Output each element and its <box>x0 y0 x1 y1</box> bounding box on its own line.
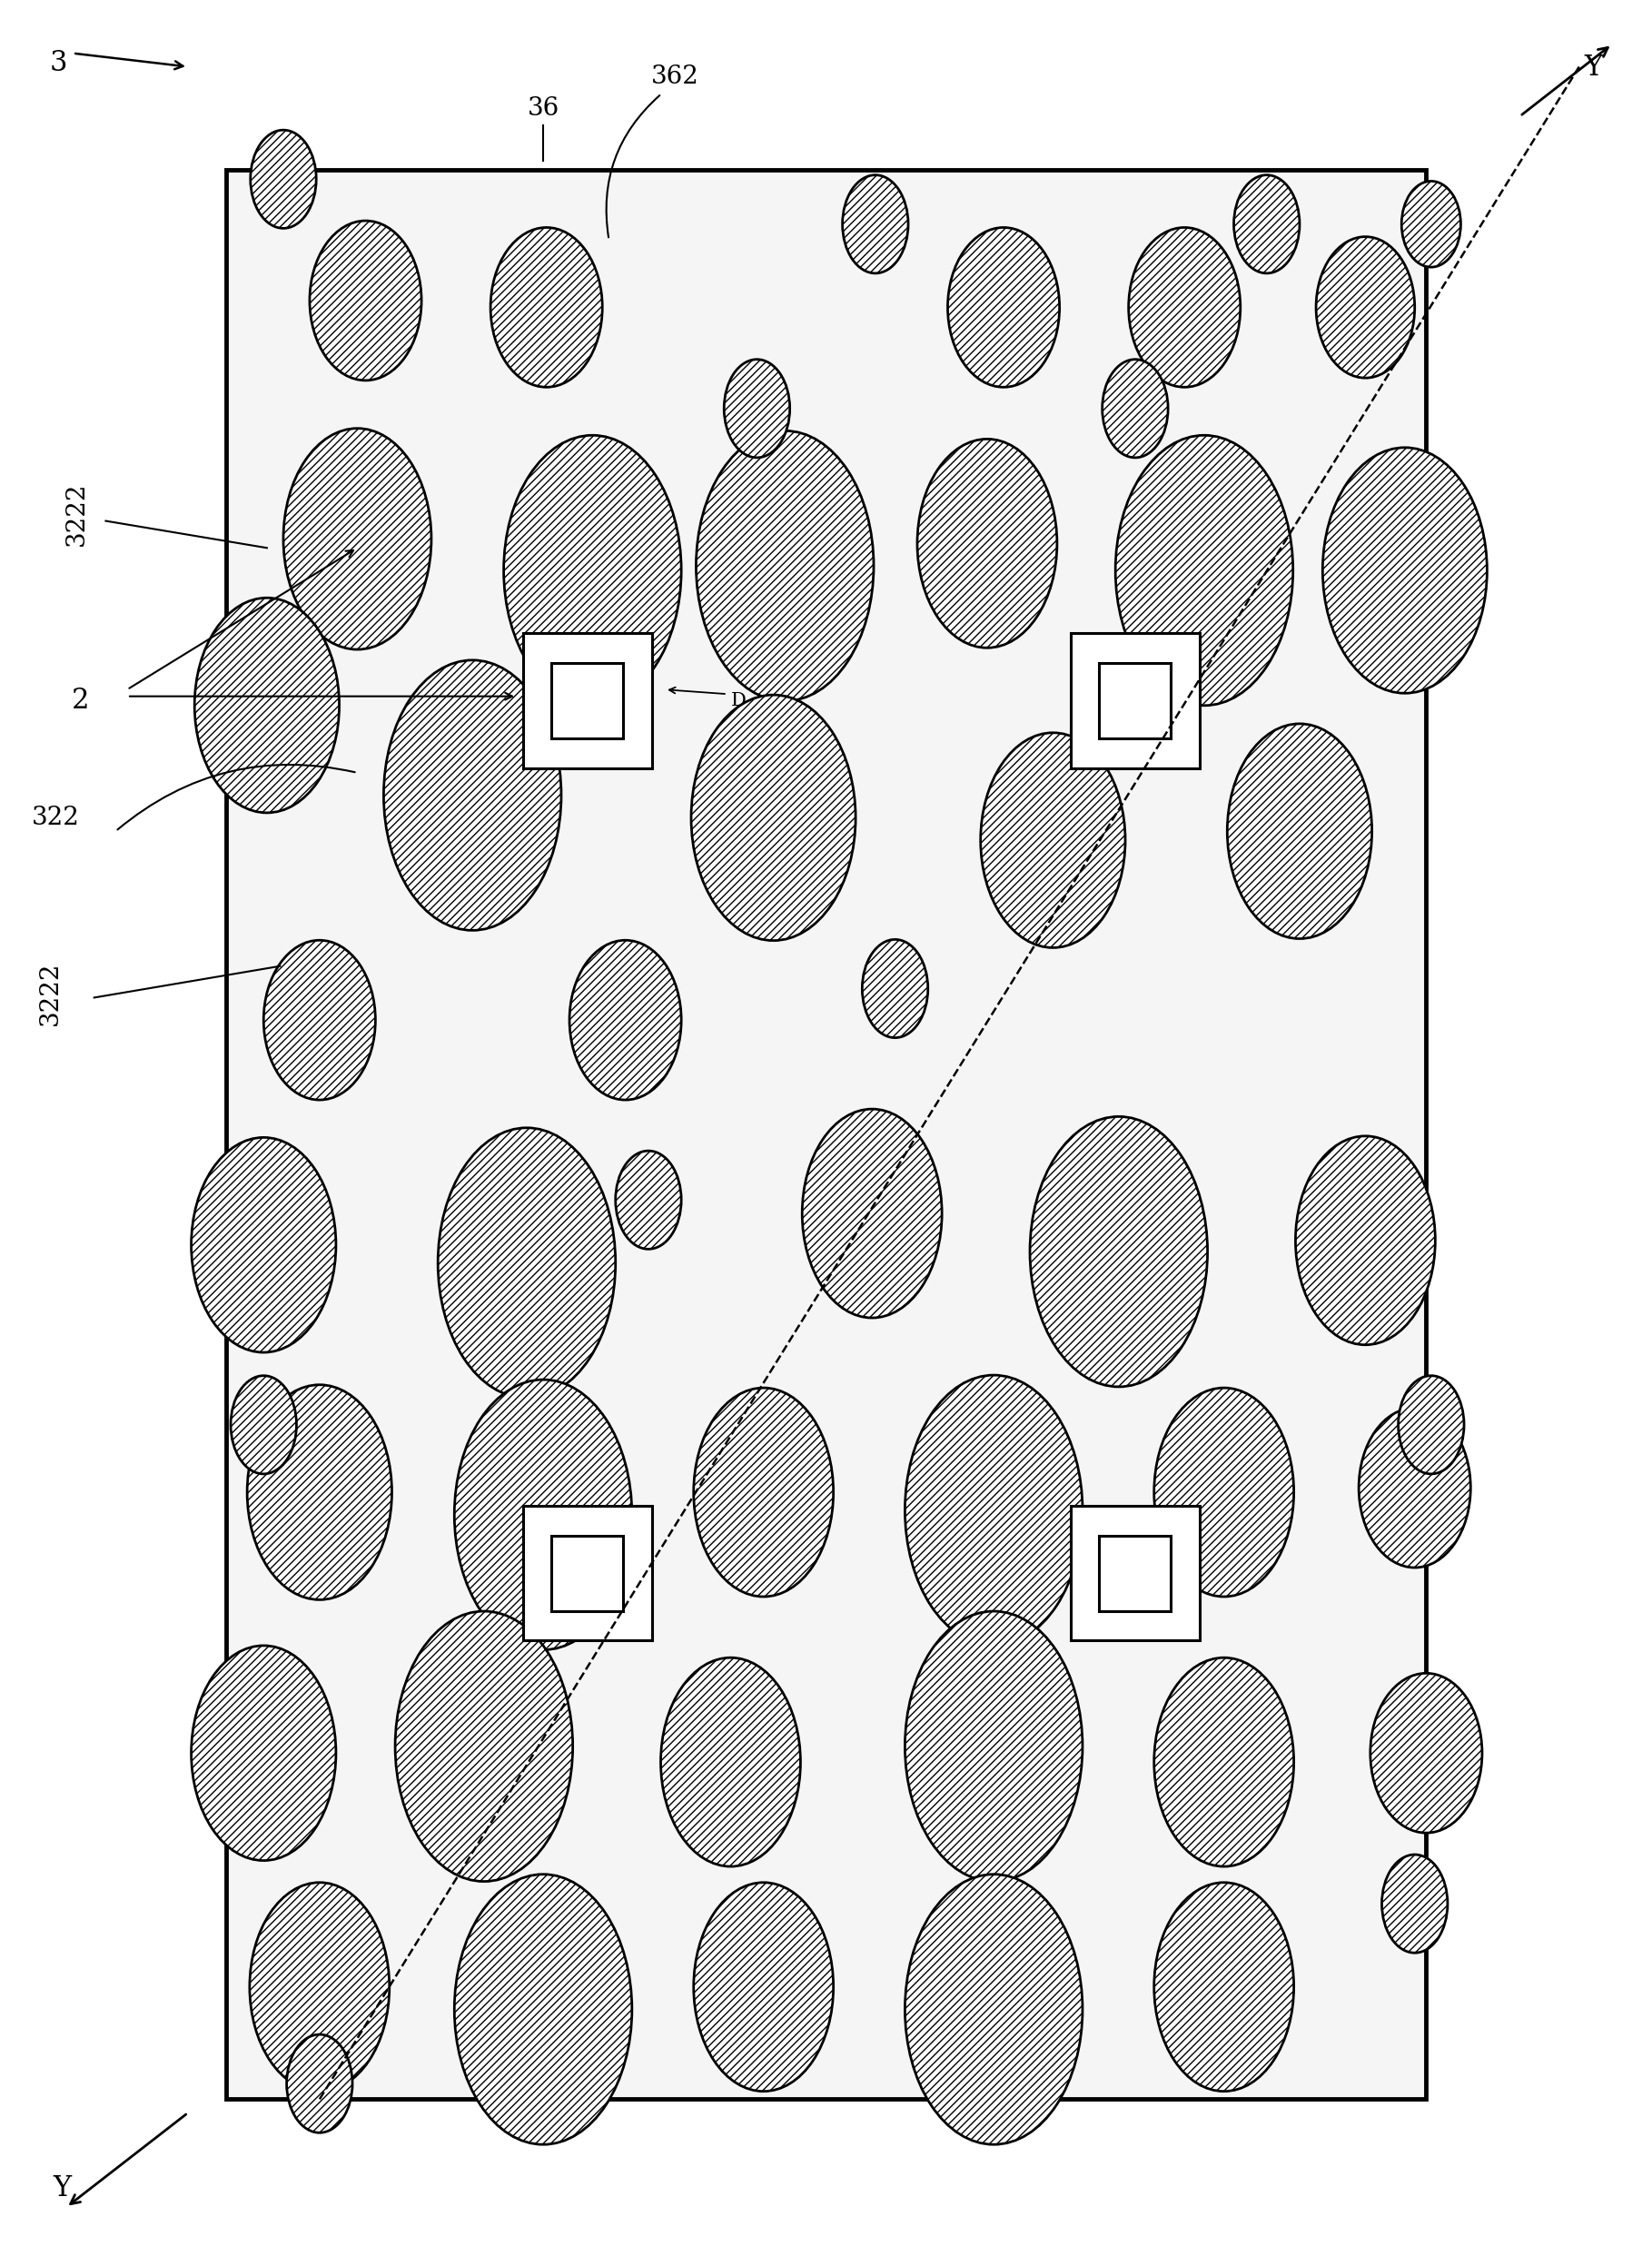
Ellipse shape <box>695 431 874 702</box>
Ellipse shape <box>438 1128 616 1399</box>
Text: 362: 362 <box>651 65 699 90</box>
Text: D: D <box>730 693 747 708</box>
Ellipse shape <box>616 1151 681 1250</box>
Ellipse shape <box>1102 359 1168 458</box>
Ellipse shape <box>1155 1882 1294 2091</box>
Ellipse shape <box>287 2035 352 2132</box>
Ellipse shape <box>1401 180 1460 266</box>
Bar <box>524 634 651 769</box>
Bar <box>1099 1536 1171 1611</box>
Ellipse shape <box>724 359 790 458</box>
Text: 3: 3 <box>50 50 68 77</box>
Ellipse shape <box>1155 1658 1294 1866</box>
Ellipse shape <box>264 941 375 1101</box>
Ellipse shape <box>284 429 431 650</box>
Ellipse shape <box>694 1882 833 2091</box>
Bar <box>1099 663 1171 738</box>
Ellipse shape <box>192 1645 335 1861</box>
Text: Y: Y <box>53 2175 71 2202</box>
Text: Y: Y <box>1584 54 1602 81</box>
Text: 36: 36 <box>527 97 558 122</box>
Ellipse shape <box>905 1611 1082 1882</box>
Ellipse shape <box>905 1875 1082 2145</box>
Ellipse shape <box>195 598 339 812</box>
Ellipse shape <box>249 1882 390 2091</box>
Bar <box>552 1536 623 1611</box>
FancyArrowPatch shape <box>606 95 659 237</box>
Text: 322: 322 <box>31 805 79 830</box>
Ellipse shape <box>661 1658 801 1866</box>
Bar <box>1070 634 1199 769</box>
Ellipse shape <box>862 938 928 1038</box>
Ellipse shape <box>803 1110 942 1318</box>
Ellipse shape <box>948 228 1059 388</box>
Ellipse shape <box>691 695 856 941</box>
Bar <box>1070 1505 1199 1640</box>
Ellipse shape <box>1115 435 1294 706</box>
Ellipse shape <box>917 440 1057 647</box>
Bar <box>552 663 623 738</box>
Ellipse shape <box>1029 1117 1208 1387</box>
Ellipse shape <box>1317 237 1414 379</box>
FancyArrowPatch shape <box>117 765 355 830</box>
Text: 3222: 3222 <box>38 961 63 1024</box>
Ellipse shape <box>383 661 562 929</box>
Ellipse shape <box>231 1376 296 1473</box>
Ellipse shape <box>694 1387 833 1597</box>
Ellipse shape <box>905 1376 1082 1645</box>
Bar <box>226 169 1426 2100</box>
Ellipse shape <box>981 733 1125 948</box>
Ellipse shape <box>1155 1387 1294 1597</box>
Ellipse shape <box>843 176 909 273</box>
Ellipse shape <box>504 435 681 706</box>
Ellipse shape <box>1128 228 1241 388</box>
Ellipse shape <box>1381 1854 1447 1954</box>
Ellipse shape <box>192 1137 335 1351</box>
Ellipse shape <box>251 131 316 228</box>
Ellipse shape <box>491 228 603 388</box>
Ellipse shape <box>1323 447 1487 693</box>
Ellipse shape <box>309 221 421 381</box>
Ellipse shape <box>1234 176 1300 273</box>
Ellipse shape <box>454 1381 633 1649</box>
Text: 3222: 3222 <box>64 483 89 546</box>
Bar <box>524 1505 651 1640</box>
Ellipse shape <box>248 1385 392 1600</box>
Text: 2: 2 <box>71 686 89 715</box>
Ellipse shape <box>1370 1674 1482 1832</box>
Ellipse shape <box>1360 1408 1470 1568</box>
Ellipse shape <box>395 1611 573 1882</box>
Ellipse shape <box>570 941 681 1101</box>
Ellipse shape <box>1295 1137 1436 1345</box>
Ellipse shape <box>454 1875 633 2145</box>
Ellipse shape <box>1227 724 1371 938</box>
Ellipse shape <box>1398 1376 1464 1473</box>
